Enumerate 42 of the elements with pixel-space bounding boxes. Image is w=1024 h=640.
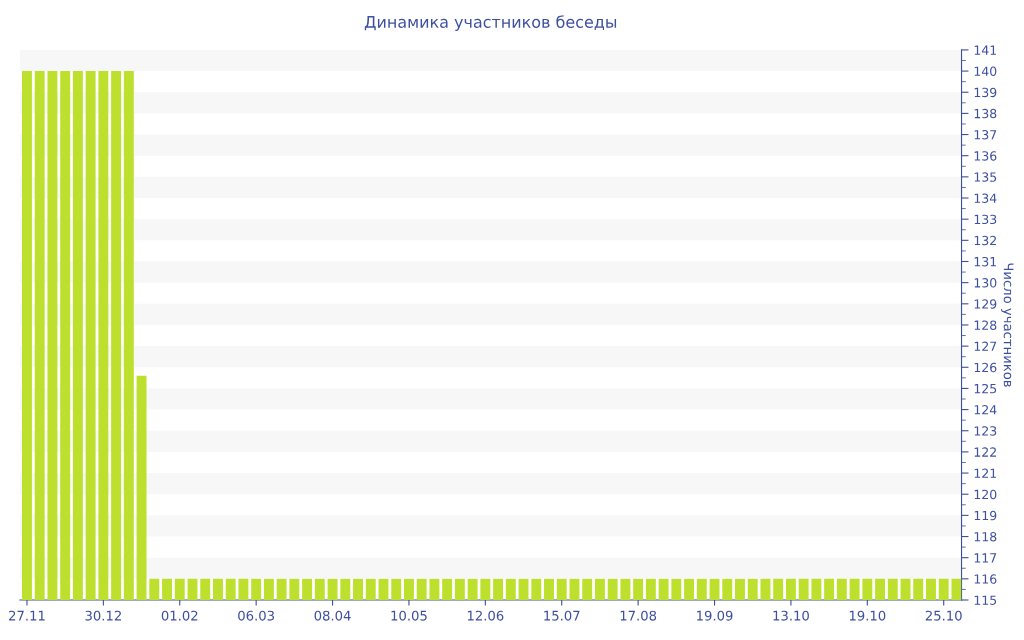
- x-tick-label: 19.09: [697, 610, 733, 621]
- y-tick-label: 135: [974, 172, 997, 182]
- y-tick-label: 132: [974, 235, 996, 246]
- y-tick-label: 120: [974, 489, 997, 500]
- x-tick-label: 10.05: [391, 610, 427, 621]
- y-tick-label: 121: [974, 468, 997, 478]
- x-tick-label: 19.10: [849, 610, 886, 621]
- x-tick-label: 17.08: [620, 610, 657, 621]
- y-tick-label: 138: [974, 108, 997, 119]
- x-tick-label: 13.10: [773, 610, 809, 621]
- y-tick-label: 140: [974, 66, 997, 76]
- x-tick-label: 27.11: [9, 610, 45, 621]
- y-tick-label: 136: [974, 151, 997, 161]
- y-tick-label: 127: [974, 341, 997, 351]
- y-tick-label: 130: [974, 278, 997, 288]
- x-tick-label: 06.03: [238, 610, 274, 621]
- y-tick-label: 131: [974, 256, 997, 267]
- x-tick-label: 25.10: [925, 610, 962, 621]
- y-tick-label: 116: [974, 574, 997, 584]
- y-tick-label: 134: [974, 193, 997, 203]
- chart-title: Динамика участников беседы: [364, 15, 617, 32]
- y-axis-title: Число участников: [1001, 263, 1014, 387]
- y-tick-label: 118: [974, 532, 997, 542]
- y-tick-label: 115: [974, 595, 997, 605]
- y-tick-label: 119: [974, 510, 997, 521]
- x-tick-label: 08.04: [314, 610, 351, 621]
- x-tick-label: 01.02: [161, 610, 198, 621]
- y-tick-label: 125: [974, 383, 997, 394]
- y-tick-label: 139: [974, 87, 997, 98]
- y-tick-label: 122: [974, 447, 996, 457]
- y-tick-label: 133: [974, 214, 997, 225]
- x-tick-label: 12.06: [467, 610, 504, 621]
- y-tick-label: 117: [974, 553, 997, 563]
- y-tick-label: 129: [974, 299, 997, 309]
- y-tick-label: 126: [974, 362, 997, 373]
- x-tick-label: 15.07: [544, 610, 580, 621]
- y-tick-label: 137: [974, 130, 997, 140]
- y-tick-label: 128: [974, 320, 997, 330]
- y-tick-label: 124: [974, 405, 997, 415]
- x-tick-label: 30.12: [85, 610, 121, 621]
- y-tick-label: 141: [974, 45, 997, 55]
- y-tick-label: 123: [974, 426, 997, 436]
